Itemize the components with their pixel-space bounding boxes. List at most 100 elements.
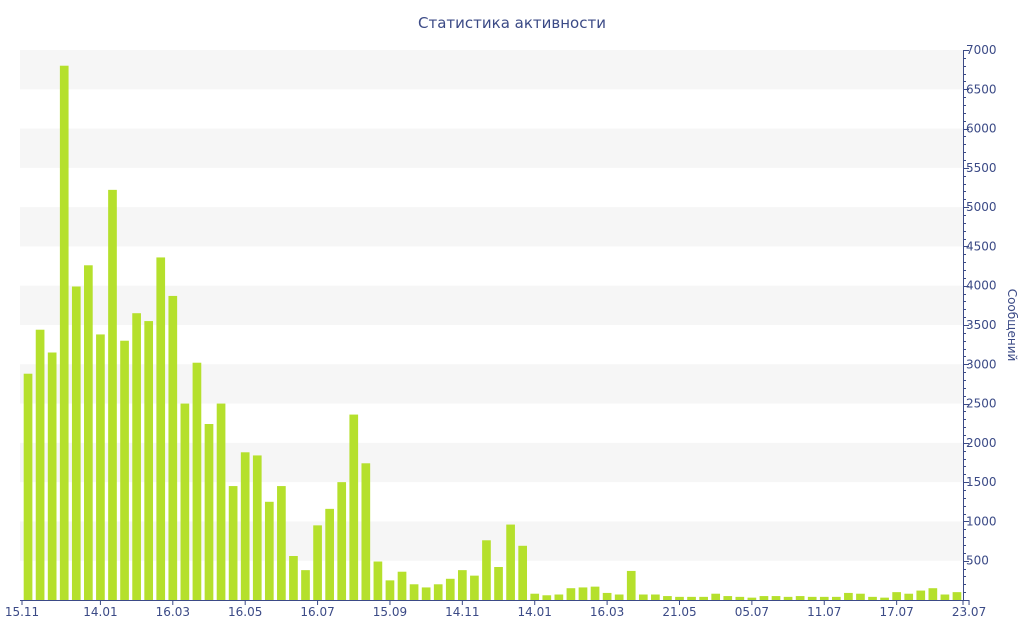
x-tick-label: 21.05 [662, 605, 696, 619]
bar[interactable] [602, 592, 612, 600]
x-tick-label: 16.03 [590, 605, 624, 619]
bar[interactable] [120, 340, 129, 600]
bar[interactable] [337, 482, 347, 600]
x-tick-label: 05.07 [735, 605, 769, 619]
bar[interactable] [482, 540, 491, 600]
bar[interactable] [84, 265, 93, 600]
bar[interactable] [892, 592, 901, 600]
bar[interactable] [59, 65, 69, 600]
bar[interactable] [518, 545, 528, 600]
bar[interactable] [819, 596, 829, 600]
y-tick-label: 3000 [966, 357, 997, 371]
y-axis-title: Сообщений [1005, 289, 1019, 362]
bar[interactable] [590, 586, 600, 600]
bar[interactable] [687, 596, 696, 600]
grid-band [20, 50, 963, 90]
bar[interactable] [252, 455, 262, 600]
bar[interactable] [325, 508, 334, 600]
bar[interactable] [626, 570, 636, 600]
bar[interactable] [180, 403, 190, 600]
bar[interactable] [916, 590, 926, 600]
bar[interactable] [868, 596, 877, 600]
bar[interactable] [638, 594, 648, 601]
bar[interactable] [264, 501, 274, 600]
bar[interactable] [711, 593, 721, 600]
grid-band [20, 442, 963, 483]
bar[interactable] [675, 596, 684, 600]
y-tick-label: 4500 [966, 239, 997, 253]
bar[interactable] [228, 486, 238, 600]
bar[interactable] [313, 525, 322, 600]
bar[interactable] [856, 593, 865, 600]
bar[interactable] [723, 596, 733, 600]
bar[interactable] [361, 463, 371, 600]
grid-bands [20, 50, 963, 561]
bar[interactable] [880, 597, 889, 600]
grid-band [20, 364, 963, 404]
bar[interactable] [108, 189, 117, 601]
bar[interactable] [494, 567, 503, 600]
bar[interactable] [735, 596, 745, 600]
bar[interactable] [831, 596, 841, 600]
bar[interactable] [578, 587, 588, 600]
bar[interactable] [168, 295, 178, 600]
bar[interactable] [71, 286, 81, 601]
bar[interactable] [397, 571, 407, 600]
bar[interactable] [156, 257, 166, 600]
bar[interactable] [844, 592, 853, 600]
bar[interactable] [470, 575, 479, 600]
bar[interactable] [771, 596, 781, 600]
bar[interactable] [289, 556, 298, 600]
bar[interactable] [904, 593, 914, 600]
y-tick-label: 3500 [966, 318, 997, 332]
bar[interactable] [795, 596, 805, 600]
bar[interactable] [96, 334, 105, 600]
x-tick-label: 17.07 [879, 605, 913, 619]
bar[interactable] [952, 592, 962, 600]
y-tick-label: 7000 [966, 43, 997, 57]
bar[interactable] [373, 561, 383, 601]
bar[interactable] [807, 596, 817, 600]
bar[interactable] [783, 596, 793, 600]
y-axis-ticks: 500 1000 1500 2000 2500 3000 3500 4000 4500 5000 5… [963, 43, 997, 601]
bar[interactable] [421, 587, 431, 600]
bar[interactable] [301, 570, 310, 600]
x-tick-label: 16.05 [228, 605, 262, 619]
bar[interactable] [651, 594, 660, 601]
bar[interactable] [759, 596, 769, 600]
bar[interactable] [144, 321, 154, 600]
bar[interactable] [458, 570, 467, 600]
bar[interactable] [614, 594, 624, 601]
y-tick-label: 4000 [966, 279, 997, 293]
bar[interactable] [663, 596, 672, 600]
bar[interactable] [699, 596, 708, 600]
bar[interactable] [506, 524, 515, 600]
bar[interactable] [566, 588, 576, 600]
bar[interactable] [23, 373, 33, 600]
grid-band [20, 285, 963, 325]
x-tick-label: 14.11 [445, 605, 479, 619]
bar[interactable] [542, 595, 552, 600]
bar[interactable] [204, 424, 214, 600]
bar[interactable] [530, 593, 540, 600]
bar[interactable] [47, 352, 57, 601]
bar[interactable] [216, 403, 226, 600]
bar[interactable] [132, 313, 141, 600]
bar[interactable] [433, 584, 443, 600]
bar[interactable] [277, 486, 286, 600]
x-tick-label: 15.11 [5, 605, 39, 619]
bar[interactable] [554, 594, 564, 601]
bar[interactable] [385, 580, 395, 600]
bar[interactable] [192, 362, 202, 600]
bar[interactable] [35, 329, 45, 600]
bar[interactable] [940, 594, 950, 601]
bar[interactable] [445, 578, 455, 600]
bar[interactable] [928, 588, 938, 600]
bar[interactable] [240, 452, 250, 600]
bar[interactable] [747, 597, 757, 600]
bar[interactable] [409, 584, 419, 600]
x-tick-label: 16.03 [156, 605, 190, 619]
bar[interactable] [349, 414, 359, 600]
y-tick-label: 6500 [966, 82, 997, 96]
